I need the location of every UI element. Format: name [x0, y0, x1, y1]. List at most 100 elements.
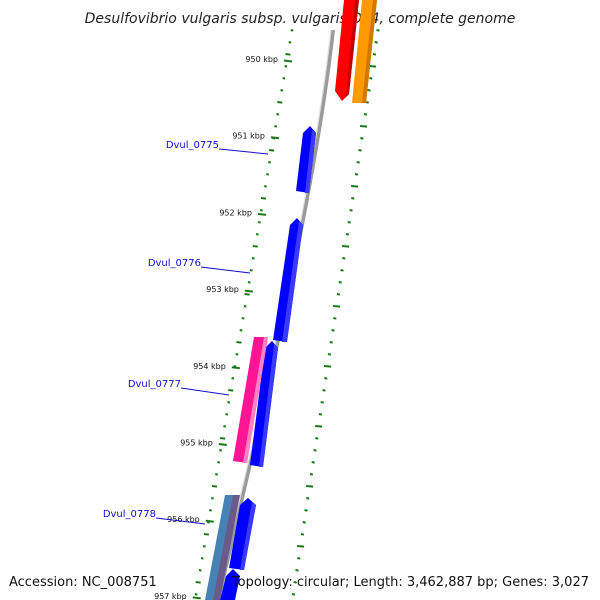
cds-red-feature-shade — [346, 0, 359, 97]
ruler-tick — [218, 443, 227, 446]
track-tick — [300, 533, 305, 536]
ruler-label: 957 kbp — [154, 592, 187, 600]
ruler-label: 950 kbp — [245, 55, 278, 64]
track-tick — [293, 581, 297, 584]
track-tick — [297, 557, 301, 560]
cds-steel-feature — [205, 495, 235, 600]
track-tick — [260, 197, 267, 200]
track-tick — [369, 77, 373, 80]
ruler-label: 952 kbp — [219, 208, 252, 217]
track-tick — [351, 197, 355, 200]
track-tick — [354, 173, 359, 176]
track-tick — [285, 53, 291, 56]
track-tick — [309, 473, 314, 476]
track-tick — [198, 569, 202, 572]
track-tick — [220, 437, 226, 440]
track-tick — [225, 413, 229, 416]
track-tick — [324, 365, 332, 368]
track-tick — [203, 533, 209, 536]
gene-label[interactable]: Dvul_0776 — [148, 258, 201, 269]
track-tick — [210, 497, 214, 500]
gene-label-leader — [218, 148, 269, 155]
track-tick — [282, 77, 286, 80]
track-tick — [277, 101, 283, 104]
position-ruler: 950 kbp 951 kbp 952 kbp 953 kbp 954 kbp 955 k… — [154, 55, 293, 600]
cds-pink-feature-shade — [243, 337, 268, 463]
track-tick — [315, 425, 323, 428]
gc-skew-track — [291, 29, 380, 596]
track-tick — [227, 401, 231, 404]
track-tick — [266, 173, 270, 176]
gene-label-leader — [180, 387, 230, 396]
cds-next-forward — [220, 569, 240, 600]
gene-label[interactable]: Dvul_0775 — [166, 140, 219, 151]
cds-orange-feature-shade — [362, 0, 377, 103]
track-tick — [302, 521, 306, 524]
ruler-tick — [192, 596, 201, 600]
track-tick — [333, 317, 337, 320]
topology-text: Topology: circular; Length: 3,462,887 bp… — [231, 575, 589, 590]
cds-dvul-0776-shade — [282, 221, 303, 342]
track-tick — [358, 149, 362, 152]
track-tick — [233, 365, 237, 368]
ruler-label: 953 kbp — [206, 285, 239, 294]
track-tick — [365, 101, 369, 104]
track-tick — [306, 497, 310, 500]
gene-label-leader — [155, 517, 206, 525]
track-tick — [320, 401, 324, 404]
ruler-label: 956 kbp — [167, 515, 200, 524]
track-tick — [223, 425, 227, 428]
track-tick — [322, 389, 326, 392]
gene-label[interactable]: Dvul_0778 — [103, 509, 156, 520]
track-tick — [244, 293, 250, 296]
track-tick — [349, 209, 353, 212]
track-tick — [338, 281, 342, 284]
track-tick — [231, 377, 235, 380]
track-tick — [249, 269, 253, 272]
track-tick — [252, 245, 258, 248]
track-tick — [304, 509, 308, 512]
track-tick — [280, 89, 284, 92]
track-tick — [235, 353, 239, 356]
track-tick — [356, 161, 360, 164]
track-tick — [274, 125, 278, 128]
track-tick — [295, 569, 299, 572]
track-tick — [347, 221, 351, 224]
track-tick — [195, 581, 201, 584]
track-tick — [255, 233, 259, 236]
track-tick — [367, 89, 371, 92]
gene-label-leader — [200, 266, 251, 274]
track-tick — [268, 149, 275, 152]
cds-dvul-0778-forward-shade — [240, 502, 256, 570]
track-tick — [363, 113, 368, 116]
track-tick — [219, 449, 223, 452]
ruler-tick — [283, 59, 293, 63]
ruler-tick — [231, 366, 240, 370]
track-tick — [360, 125, 368, 128]
track-tick — [340, 269, 344, 272]
gene-label[interactable]: Dvul_0777 — [128, 379, 181, 390]
ruler-label: 955 kbp — [180, 439, 213, 448]
track-tick — [376, 29, 380, 32]
track-tick — [327, 353, 332, 356]
track-tick — [257, 221, 261, 224]
track-tick — [333, 305, 341, 308]
track-tick — [313, 449, 317, 452]
gc-content-track — [194, 29, 294, 596]
track-tick — [374, 41, 378, 44]
track-tick — [351, 185, 359, 188]
track-tick — [247, 281, 251, 284]
ruler-label: 951 kbp — [232, 132, 265, 141]
track-tick — [217, 461, 221, 464]
track-tick — [263, 185, 267, 188]
accession-text: Accession: NC_008751 — [9, 575, 157, 590]
ruler-tick — [205, 519, 214, 523]
track-tick — [336, 293, 341, 296]
track-tick — [206, 521, 210, 524]
track-tick — [259, 209, 263, 212]
track-tick — [243, 305, 247, 308]
track-tick — [208, 509, 212, 512]
track-tick — [236, 341, 242, 344]
ruler-tick — [270, 136, 280, 140]
